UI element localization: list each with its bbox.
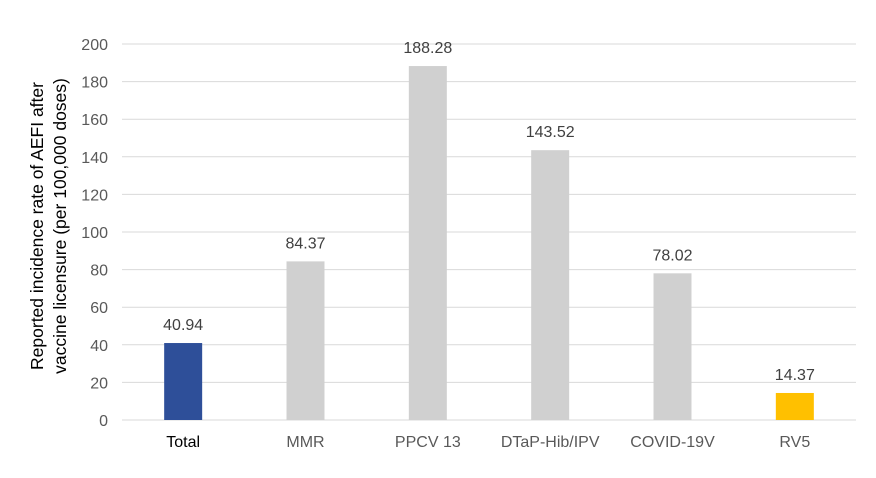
y-axis-title-line-1: Reported incidence rate of AEFI after: [27, 82, 47, 370]
value-label: 14.37: [775, 367, 815, 384]
value-labels: 40.94 84.37 188.28 143.52 78.02 14.37: [163, 40, 815, 384]
y-tick-label: 140: [81, 150, 108, 167]
x-category-label: MMR: [286, 434, 324, 451]
x-axis-labels: Total MMR PPCV 13 DTaP-Hib/IPV COVID-19V RV5: [166, 434, 810, 451]
bar-rv5: [775, 392, 814, 420]
y-tick-label: 200: [81, 37, 108, 54]
x-category-label: RV5: [779, 434, 810, 451]
value-label: 188.28: [403, 40, 452, 57]
bar-dtap-hib-ipv: [531, 150, 570, 420]
bars: [164, 66, 814, 420]
y-tick-label: 60: [90, 300, 108, 317]
bar-total: [164, 343, 203, 420]
y-tick-label: 20: [90, 375, 108, 392]
bar-mmr: [286, 261, 325, 420]
x-category-label: PPCV 13: [395, 434, 461, 451]
y-tick-label: 100: [81, 225, 108, 242]
bar-covid-19v: [653, 273, 692, 420]
value-label: 78.02: [652, 247, 692, 264]
y-axis-title-line-2: vaccine licensure (per 100,000 doses): [50, 78, 70, 374]
y-tick-label: 40: [90, 338, 108, 355]
y-tick-label: 180: [81, 75, 108, 92]
y-tick-label: 80: [90, 263, 108, 280]
x-category-label: DTaP-Hib/IPV: [501, 434, 600, 451]
x-category-label: COVID-19V: [630, 434, 715, 451]
value-label: 40.94: [163, 317, 203, 334]
y-tick-label: 160: [81, 112, 108, 129]
y-tick-label: 120: [81, 187, 108, 204]
value-label: 143.52: [526, 124, 575, 141]
y-tick-label: 0: [99, 413, 108, 430]
value-label: 84.37: [285, 235, 325, 252]
x-category-label: Total: [166, 434, 200, 451]
grid-lines: [122, 43, 856, 421]
bar-ppcv-13: [408, 66, 447, 420]
y-axis-ticks: 0 20 40 60 80 100 120 140 160 180 200: [81, 37, 108, 430]
